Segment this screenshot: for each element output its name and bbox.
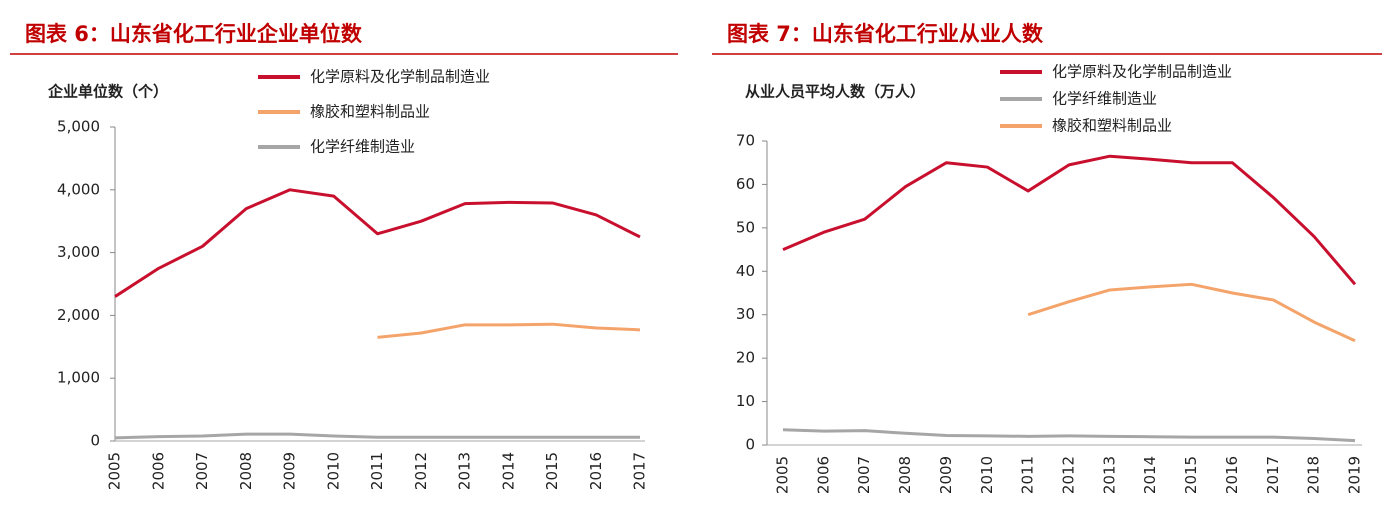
line	[782, 154, 1357, 286]
x-tick-label: 2019	[1346, 456, 1364, 494]
chart-title: 图表 6：山东省化工行业企业单位数	[25, 22, 363, 46]
x-tick-label: 2011	[1019, 456, 1037, 494]
x-tick-label: 2012	[1060, 456, 1078, 494]
x-tick-label: 2005	[774, 456, 792, 494]
x-tick-label: 2009	[281, 452, 299, 490]
y-tick-label: 40	[736, 262, 755, 280]
x-tick-label: 2014	[1141, 456, 1159, 494]
x-tick-label: 2016	[587, 452, 605, 490]
y-tick-label: 3,000	[57, 243, 100, 261]
y-tick-label: 50	[736, 218, 755, 236]
x-tick-label: 2015	[1182, 456, 1200, 494]
x-tick-label: 2006	[149, 452, 167, 490]
x-tick-label: 2015	[543, 452, 561, 490]
y-tick-label: 5,000	[57, 118, 100, 136]
y-tick-label: 1,000	[57, 369, 100, 387]
y-tick-label: 2,000	[57, 306, 100, 324]
line	[114, 432, 640, 440]
x-tick-label: 2013	[456, 452, 474, 490]
x-tick-label: 2016	[1223, 456, 1241, 494]
x-tick-label: 2009	[937, 456, 955, 494]
x-tick-label: 2018	[1305, 456, 1323, 494]
x-tick-label: 2013	[1100, 456, 1118, 494]
x-tick-label: 2008	[896, 456, 914, 494]
x-tick-label: 2010	[978, 456, 996, 494]
x-tick-label: 2010	[324, 452, 342, 490]
x-tick-label: 2007	[855, 456, 873, 494]
x-tick-label: 2011	[368, 452, 386, 490]
y-tick-label: 0	[745, 436, 755, 454]
y-axis-label: 从业人员平均人数（万人）	[745, 83, 925, 101]
y-tick-label: 20	[736, 349, 755, 367]
x-tick-label: 2008	[237, 452, 255, 490]
legend-label: 橡胶和塑料制品业	[310, 103, 430, 121]
y-tick-label: 4,000	[57, 180, 100, 198]
x-tick-label: 2006	[814, 456, 832, 494]
y-tick-label: 60	[736, 175, 755, 193]
line	[114, 188, 641, 298]
line	[377, 322, 641, 339]
x-tick-label: 2017	[631, 452, 649, 490]
legend-label: 化学原料及化学制品制造业	[310, 68, 490, 86]
line	[1027, 282, 1356, 343]
legend-label: 化学纤维制造业	[310, 138, 415, 156]
x-tick-label: 2005	[106, 452, 124, 490]
line	[782, 428, 1356, 443]
x-tick-label: 2007	[193, 452, 211, 490]
y-tick-label: 30	[736, 305, 755, 323]
y-axis-label: 企业单位数（个）	[47, 83, 168, 101]
legend-label: 化学原料及化学制品制造业	[1052, 63, 1232, 81]
x-tick-label: 2012	[412, 452, 430, 490]
y-tick-label: 10	[736, 392, 755, 410]
chart-title: 图表 7：山东省化工行业从业人数	[727, 22, 1044, 46]
y-tick-label: 70	[736, 132, 755, 150]
legend-label: 化学纤维制造业	[1052, 90, 1157, 108]
legend-label: 橡胶和塑料制品业	[1052, 117, 1172, 135]
y-tick-label: 0	[90, 432, 100, 450]
x-tick-label: 2014	[499, 452, 517, 490]
x-tick-label: 2017	[1264, 456, 1282, 494]
